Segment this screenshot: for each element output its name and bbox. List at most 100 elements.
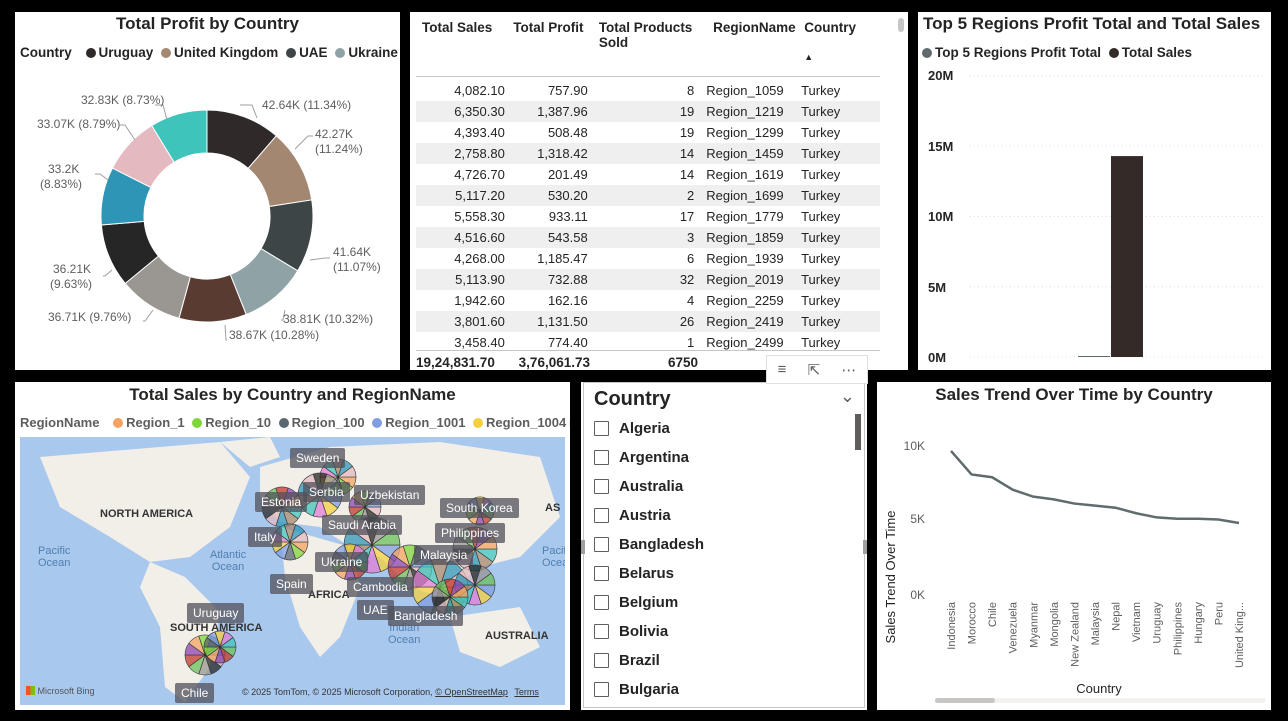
slicer-dropdown-chevron-icon[interactable]: ⌄: [839, 386, 855, 406]
map-label-spain[interactable]: Spain: [270, 574, 313, 594]
checkbox[interactable]: [594, 421, 609, 436]
profit-by-country-panel[interactable]: Total Profit by Country Country Uruguay …: [15, 12, 400, 370]
slicer-item-argentina[interactable]: Argentina: [581, 443, 851, 472]
table-row[interactable]: 4,726.70 201.49 14 Region_1619 Turkey: [416, 164, 880, 185]
slicer-item-belarus[interactable]: Belarus: [581, 559, 851, 588]
legend-item-ukraine[interactable]: Ukraine: [331, 45, 398, 60]
checkbox[interactable]: [594, 508, 609, 523]
cell-regionname: Region_1219: [706, 104, 784, 119]
checkbox[interactable]: [594, 653, 609, 668]
table-row[interactable]: 4,082.10 757.90 8 Region_1059 Turkey: [416, 80, 880, 101]
osm-link[interactable]: © OpenStreetMap: [435, 687, 508, 697]
slicer-item-bangladesh[interactable]: Bangladesh: [581, 530, 851, 559]
legend-item-region-1004[interactable]: Region_1004: [469, 415, 566, 430]
table-scrollbar[interactable]: [898, 18, 904, 32]
legend-item-uruguay[interactable]: Uruguay: [82, 45, 153, 60]
map-label-serbia[interactable]: Serbia: [303, 482, 350, 502]
donut-chart[interactable]: 42.64K (11.34%) 42.27K (11.24%) 41.64K (…: [15, 70, 400, 370]
sales-table-panel[interactable]: Total Sales Total Profit Total Products …: [410, 12, 908, 370]
map-legend[interactable]: RegionName Region_1 Region_10 Region_100…: [20, 415, 570, 431]
top5-regions-panel[interactable]: Top 5 Regions Profit Total and Total Sal…: [918, 12, 1271, 370]
map-label-south-korea[interactable]: South Korea: [440, 498, 519, 518]
map-pie-bubble[interactable]: [454, 564, 496, 606]
slicer-item-austria[interactable]: Austria: [581, 501, 851, 530]
map-label-uzbekistan[interactable]: Uzbekistan: [354, 485, 426, 505]
table-row[interactable]: 1,942.60 162.16 4 Region_2259 Turkey: [416, 290, 880, 311]
col-header-country[interactable]: Country ▲: [804, 20, 856, 62]
slicer-item-australia[interactable]: Australia: [581, 472, 851, 501]
checkbox[interactable]: [594, 682, 609, 697]
bar-legend[interactable]: Top 5 Regions Profit Total Total Sales: [918, 45, 1192, 60]
line-horizontal-scrollbar[interactable]: [935, 698, 1265, 703]
map-label-saudi-arabia[interactable]: Saudi Arabia: [322, 515, 403, 535]
slicer-resize-handle-right[interactable]: [863, 540, 867, 554]
focus-mode-icon[interactable]: ⇱: [807, 361, 821, 379]
checkbox[interactable]: [594, 595, 609, 610]
country-slicer-panel[interactable]: Country ⌄ Algeria Argentina Australia Austr…: [581, 382, 867, 710]
sales-trend-line[interactable]: [950, 450, 1240, 525]
legend-item-uae[interactable]: UAE: [282, 45, 328, 60]
checkbox[interactable]: [594, 566, 609, 581]
bar-chart[interactable]: 20M 15M 10M 5M 0M: [918, 12, 1271, 370]
line-scrollbar-thumb[interactable]: [935, 698, 995, 703]
table-row[interactable]: 5,117.20 530.20 2 Region_1699 Turkey: [416, 185, 880, 206]
slicer-item-bolivia[interactable]: Bolivia: [581, 617, 851, 646]
donut-slice-9[interactable]: [151, 109, 208, 163]
line-chart[interactable]: Sales Trend Over Time 10K 5K 0K Indonesi…: [877, 382, 1271, 710]
slicer-item-brazil[interactable]: Brazil: [581, 646, 851, 675]
slicer-resize-handle-left[interactable]: [581, 540, 585, 554]
slicer-item-belgium[interactable]: Belgium: [581, 588, 851, 617]
map-label-uruguay[interactable]: Uruguay: [187, 603, 245, 623]
map-bubbles[interactable]: [20, 437, 565, 705]
bar-top5-profit[interactable]: [1078, 356, 1110, 357]
col-header-total-products-sold[interactable]: Total Products Sold: [598, 20, 693, 50]
legend-item-top5-profit[interactable]: Top 5 Regions Profit Total: [918, 45, 1101, 60]
terms-link[interactable]: Terms: [514, 687, 539, 697]
map-label-malaysia[interactable]: Malaysia: [414, 545, 474, 565]
sales-table[interactable]: Total Sales Total Profit Total Products …: [416, 20, 880, 353]
legend-item-total-sales[interactable]: Total Sales: [1105, 45, 1192, 60]
checkbox[interactable]: [594, 450, 609, 465]
sales-trend-panel[interactable]: Sales Trend Over Time by Country Sales T…: [877, 382, 1271, 710]
filter-icon[interactable]: ≡: [777, 361, 787, 378]
col-header-total-sales[interactable]: Total Sales: [422, 20, 493, 35]
map-canvas[interactable]: NORTH AMERICA SOUTH AMERICA AFRICA AUSTR…: [20, 437, 565, 705]
map-label-chile[interactable]: Chile: [175, 683, 215, 703]
legend-item-region-100[interactable]: Region_100: [275, 415, 365, 430]
legend-item-united-kingdom[interactable]: United Kingdom: [157, 45, 278, 60]
table-row[interactable]: 6,350.30 1,387.96 19 Region_1219 Turkey: [416, 101, 880, 122]
table-row[interactable]: 5,558.30 933.11 17 Region_1779 Turkey: [416, 206, 880, 227]
table-row[interactable]: 3,458.40 774.40 1 Region_2499 Turkey: [416, 332, 880, 353]
table-row[interactable]: 2,758.80 1,318.42 14 Region_1459 Turkey: [416, 143, 880, 164]
map-label-italy[interactable]: Italy: [248, 527, 283, 547]
table-row[interactable]: 5,113.90 732.88 32 Region_2019 Turkey: [416, 269, 880, 290]
map-label-estonia[interactable]: Estonia: [255, 492, 308, 512]
checkbox[interactable]: [594, 537, 609, 552]
legend-item-region-1001[interactable]: Region_1001: [368, 415, 465, 430]
map-label-ukraine[interactable]: Ukraine: [315, 552, 369, 572]
table-row[interactable]: 4,516.60 543.58 3 Region_1859 Turkey: [416, 227, 880, 248]
checkbox[interactable]: [594, 479, 609, 494]
map-panel[interactable]: Total Sales by Country and RegionName Re…: [15, 382, 570, 710]
map-label-philippines[interactable]: Philippines: [435, 523, 506, 543]
legend-item-region-10[interactable]: Region_10: [188, 415, 271, 430]
cell-total-profit: 732.88: [547, 272, 588, 287]
map-label-sweden[interactable]: Sweden: [290, 448, 346, 468]
table-row[interactable]: 3,801.60 1,131.50 26 Region_2419 Turkey: [416, 311, 880, 332]
map-label-uae[interactable]: UAE: [357, 600, 394, 620]
table-row[interactable]: 4,393.40 508.48 19 Region_1299 Turkey: [416, 122, 880, 143]
donut-legend[interactable]: Country Uruguay United Kingdom UAE Ukrai…: [20, 45, 400, 61]
slicer-item-algeria[interactable]: Algeria: [581, 414, 851, 443]
legend-item-region-1[interactable]: Region_1: [109, 415, 185, 430]
slicer-scrollbar[interactable]: [855, 414, 861, 450]
map-label-cambodia[interactable]: Cambodia: [347, 577, 414, 597]
col-header-total-profit[interactable]: Total Profit: [513, 20, 584, 35]
checkbox[interactable]: [594, 624, 609, 639]
slicer-item-bulgaria[interactable]: Bulgaria: [581, 675, 851, 704]
map-label-bangladesh[interactable]: Bangladesh: [388, 606, 464, 626]
more-options-icon[interactable]: ⋯: [841, 361, 857, 379]
map-pie-bubble[interactable]: [203, 630, 237, 664]
col-header-regionname[interactable]: RegionName: [713, 20, 796, 35]
table-row[interactable]: 4,268.00 1,185.47 6 Region_1939 Turkey: [416, 248, 880, 269]
bar-total-sales[interactable]: [1111, 156, 1143, 357]
